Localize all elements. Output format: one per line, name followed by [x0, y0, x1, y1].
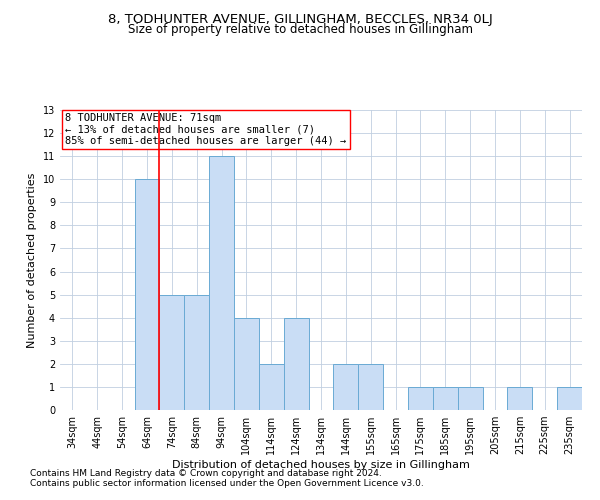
Bar	[433, 387, 458, 410]
Text: 8 TODHUNTER AVENUE: 71sqm
← 13% of detached houses are smaller (7)
85% of semi-d: 8 TODHUNTER AVENUE: 71sqm ← 13% of detac…	[65, 113, 346, 146]
Bar	[160, 294, 184, 410]
Text: 8, TODHUNTER AVENUE, GILLINGHAM, BECCLES, NR34 0LJ: 8, TODHUNTER AVENUE, GILLINGHAM, BECCLES…	[107, 12, 493, 26]
X-axis label: Distribution of detached houses by size in Gillingham: Distribution of detached houses by size …	[172, 460, 470, 470]
Text: Contains public sector information licensed under the Open Government Licence v3: Contains public sector information licen…	[30, 478, 424, 488]
Bar	[284, 318, 308, 410]
Bar	[508, 387, 532, 410]
Bar	[184, 294, 209, 410]
Bar	[557, 387, 582, 410]
Bar	[134, 179, 160, 410]
Bar	[334, 364, 358, 410]
Bar	[209, 156, 234, 410]
Text: Size of property relative to detached houses in Gillingham: Size of property relative to detached ho…	[128, 22, 473, 36]
Text: Contains HM Land Registry data © Crown copyright and database right 2024.: Contains HM Land Registry data © Crown c…	[30, 468, 382, 477]
Bar	[259, 364, 284, 410]
Bar	[458, 387, 482, 410]
Bar	[358, 364, 383, 410]
Y-axis label: Number of detached properties: Number of detached properties	[27, 172, 37, 348]
Bar	[234, 318, 259, 410]
Bar	[408, 387, 433, 410]
